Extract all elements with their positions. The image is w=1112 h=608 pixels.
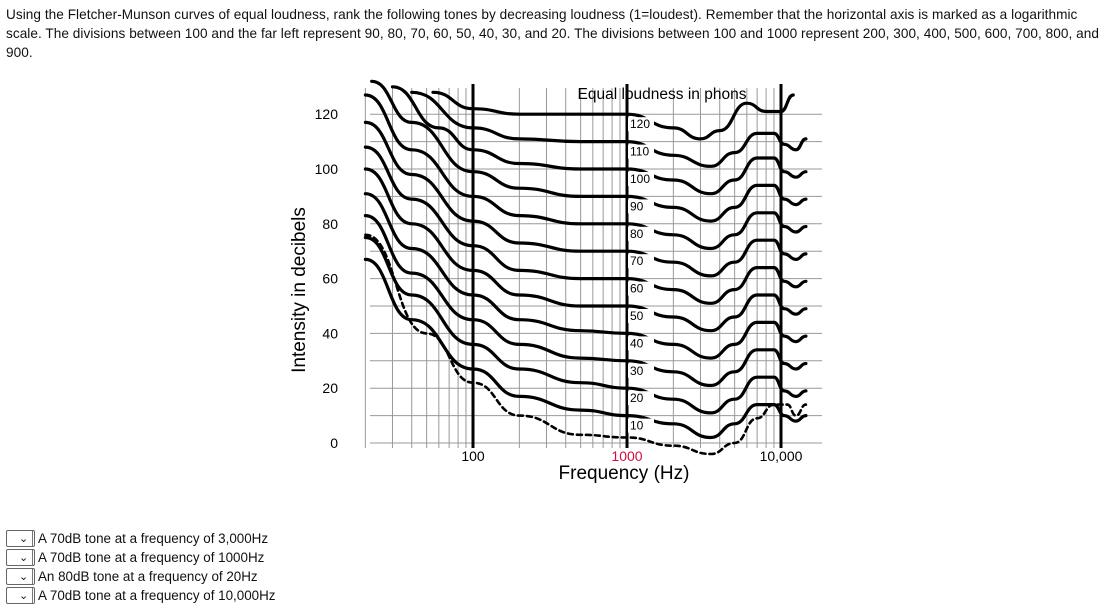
phon-label-bg: [628, 309, 654, 323]
phon-label: 10: [630, 419, 644, 433]
phon-label: 80: [630, 227, 644, 241]
answer-row: ⌄ An 80dB tone at a frequency of 20Hz: [6, 567, 275, 586]
phon-label-bg: [628, 199, 654, 214]
phon-labels: 120 110 100 90 80 70 60 50 40 30 20 10: [628, 117, 654, 433]
curve-line: [390, 85, 808, 196]
phon-label-bg: [628, 336, 654, 351]
chevron-down-icon: ⌄: [19, 533, 29, 545]
phon-label-bg: [628, 418, 654, 433]
chevron-down-icon: ⌄: [19, 571, 29, 583]
phon-label: 90: [630, 199, 644, 213]
chevron-down-icon: ⌄: [19, 590, 29, 602]
phon-label-bg: [628, 363, 654, 378]
x-tick-label: 1000: [611, 448, 642, 464]
y-tick-label: 60: [322, 271, 338, 287]
x-tick-label: 10,000: [760, 448, 803, 464]
loudness-curves: [363, 79, 808, 456]
phon-label-bg: [628, 226, 654, 241]
rank-dropdown[interactable]: ⌄: [6, 587, 35, 604]
x-axis-ticks: 100 1000 10,000: [461, 448, 802, 464]
x-tick-label: 100: [461, 448, 485, 464]
answer-row: ⌄ A 70dB tone at a frequency of 10,000Hz: [6, 586, 275, 605]
phon-label: 70: [630, 254, 644, 268]
answer-label: A 70dB tone at a frequency of 3,000Hz: [38, 531, 269, 546]
phon-label-bg: [628, 281, 654, 296]
phon-label-bg: [628, 172, 654, 186]
phon-label-bg: [628, 144, 654, 159]
phon-label: 40: [630, 336, 644, 350]
y-tick-label: 80: [322, 216, 338, 232]
phon-label: 20: [630, 391, 644, 405]
rank-dropdown[interactable]: ⌄: [6, 530, 35, 547]
curve-line: [363, 145, 808, 305]
curve-line: [363, 167, 808, 333]
x-axis-label: Frequency (Hz): [559, 463, 690, 484]
curve-line: [410, 90, 808, 168]
phon-label: 30: [630, 364, 644, 378]
y-tick-label: 40: [322, 325, 338, 341]
y-axis-ticks: 0 20 40 60 80 100 120: [315, 106, 339, 451]
curve-line: [363, 214, 808, 388]
curve-line: [363, 257, 808, 440]
phon-label: 50: [630, 309, 644, 323]
threshold-curve: [364, 233, 808, 456]
phon-label: 120: [630, 117, 650, 131]
answer-label: An 80dB tone at a frequency of 20Hz: [38, 569, 258, 584]
phon-label-bg: [628, 117, 654, 132]
phon-label: 60: [630, 282, 644, 296]
chevron-down-icon: ⌄: [19, 552, 29, 564]
answer-label: A 70dB tone at a frequency of 10,000Hz: [38, 588, 276, 603]
rank-dropdown[interactable]: ⌄: [6, 549, 35, 566]
curve-line: [431, 90, 795, 141]
curve-line: [363, 93, 808, 251]
y-tick-label: 20: [322, 380, 338, 396]
question-text: Using the Fletcher-Munson curves of equa…: [6, 7, 1099, 60]
curve-line: [370, 79, 808, 223]
curve-line: [363, 120, 808, 278]
y-tick-label: 100: [315, 161, 339, 177]
answer-row: ⌄ A 70dB tone at a frequency of 1000Hz: [6, 548, 275, 567]
phon-label-bg: [628, 391, 654, 406]
answer-row: ⌄ A 70dB tone at a frequency of 3,000Hz: [6, 529, 275, 548]
y-tick-label: 0: [330, 435, 338, 451]
phon-label: 100: [630, 172, 650, 186]
curve-line: [363, 192, 808, 360]
phon-label: 110: [630, 145, 649, 159]
answer-list: ⌄ A 70dB tone at a frequency of 3,000Hz …: [6, 529, 275, 605]
y-tick-label: 120: [315, 106, 339, 122]
answer-label: A 70dB tone at a frequency of 1000Hz: [38, 550, 265, 565]
phon-label-bg: [628, 254, 654, 269]
curve-line: [363, 235, 808, 415]
chart-title: Equal loudness in phons: [578, 86, 747, 103]
rank-dropdown[interactable]: ⌄: [6, 568, 35, 585]
y-axis-label: Intensity in decibels: [289, 207, 310, 373]
